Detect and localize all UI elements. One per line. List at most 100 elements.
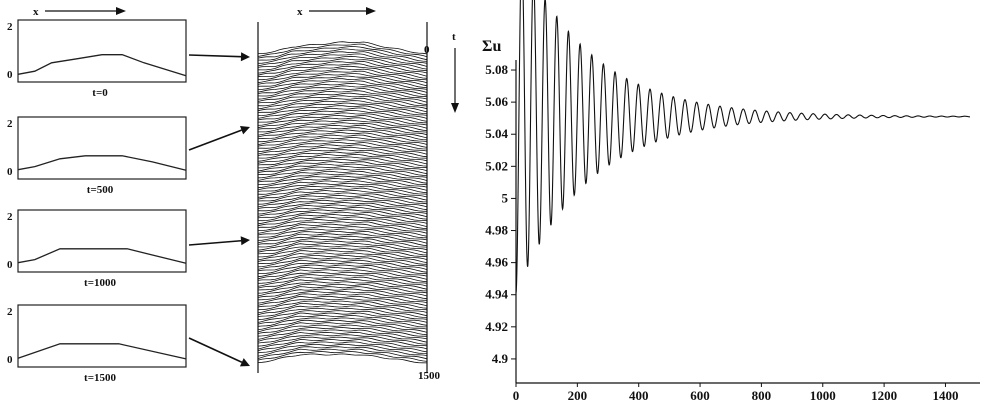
spacetime-trace	[257, 348, 428, 360]
spacetime-trace	[257, 173, 428, 184]
spacetime-trace	[257, 259, 428, 270]
spacetime-trace	[258, 122, 428, 133]
profile-time-label: t=0	[92, 87, 108, 99]
spacetime-trace	[257, 55, 428, 70]
profile-panel-frame	[17, 304, 187, 368]
x-tick-label: 1200	[871, 388, 897, 403]
connector-arrow	[188, 125, 250, 151]
connector-arrow	[188, 52, 250, 62]
profile-time-label: t=500	[87, 184, 114, 196]
mini-x-label: x	[33, 6, 39, 18]
spacetime-trace	[257, 168, 428, 179]
x-tick-label: 1000	[810, 388, 836, 403]
spacetime-trace	[257, 290, 428, 301]
spacetime-trace	[257, 218, 428, 229]
spacetime-trace	[257, 180, 428, 191]
y-tick-label: 5.06	[485, 94, 508, 109]
y-tick-label: 5.04	[485, 126, 508, 141]
connector-line	[188, 337, 243, 363]
spacetime-trace	[257, 315, 428, 326]
spacetime-trace	[257, 43, 428, 58]
spacetime-trace	[257, 317, 428, 328]
spacetime-trace	[257, 63, 428, 77]
spacetime-trace	[257, 161, 428, 172]
spacetime-trace	[257, 90, 428, 103]
spacetime-trace	[257, 250, 428, 261]
spacetime-trace	[257, 242, 428, 254]
profile-ytick-label: 2	[7, 118, 13, 130]
connector-arrow	[188, 236, 250, 246]
spacetime-trace	[258, 264, 428, 275]
spacetime-trace	[258, 112, 428, 124]
spacetime-trace	[257, 163, 428, 175]
spacetime-trace	[257, 178, 428, 189]
spacetime-trace	[257, 97, 428, 110]
spacetime-trace	[257, 255, 428, 265]
spacetime-trace	[257, 300, 428, 311]
spacetime-t-end: 1500	[418, 370, 441, 382]
spacetime-trace	[257, 156, 428, 167]
spacetime-trace	[257, 303, 428, 314]
spacetime-trace	[258, 78, 428, 90]
profile-panel: 2 0 t=500	[7, 116, 187, 196]
spacetime-trace	[257, 240, 428, 251]
spacetime-trace	[257, 336, 428, 347]
spacetime-trace	[258, 132, 428, 143]
spacetime-trace	[257, 185, 428, 195]
mini-x-axis-indicator: x	[33, 6, 126, 18]
spacetime-trace	[257, 322, 428, 333]
spacetime-trace	[257, 58, 428, 71]
spacetime-trace	[257, 114, 428, 126]
spacetime-trace	[257, 95, 428, 107]
spacetime-trace	[257, 343, 428, 354]
spacetime-trace	[257, 102, 428, 115]
spacetime-trace	[257, 197, 428, 208]
spacetime-trace	[257, 73, 428, 87]
x-tick-labels: 0 200 400 600 800 1000 1200 1400	[513, 383, 958, 403]
spacetime-trace	[257, 187, 428, 198]
profile-panel: 2 0 t=0	[7, 19, 187, 99]
spacetime-trace	[257, 51, 428, 64]
spacetime-trace	[257, 257, 428, 268]
spacetime-trace	[257, 233, 428, 244]
y-tick-label: 4.96	[485, 255, 508, 270]
spacetime-trace	[257, 329, 428, 340]
spacetime-trace	[257, 129, 428, 141]
spacetime-trace	[257, 80, 428, 93]
spacetime-trace	[257, 339, 428, 350]
spacetime-trace	[257, 144, 428, 155]
x-tick-label: 0	[513, 388, 520, 403]
spacetime-trace	[257, 134, 428, 145]
spacetime-trace	[257, 252, 428, 263]
profile-curve	[17, 343, 187, 360]
y-tick-label: 5.08	[485, 62, 508, 77]
spacetime-trace	[257, 281, 428, 292]
profile-ytick-label: 0	[7, 354, 13, 366]
profile-ytick-label: 0	[7, 259, 13, 271]
spacetime-panel: x 0 1500 t	[257, 6, 459, 382]
connector-arrowhead	[239, 125, 250, 135]
spacetime-trace	[258, 228, 428, 239]
y-tick-label: 4.98	[485, 223, 508, 238]
profile-panel-frame	[17, 19, 187, 83]
spacetime-trace	[257, 170, 428, 181]
t-arrowhead	[451, 103, 459, 113]
connector-arrowhead	[239, 358, 250, 367]
connector-arrowhead	[240, 236, 250, 246]
sum-chart: Σu 4.94.924.944.964.9855.025.045.065.08 …	[482, 0, 980, 403]
spacetime-trace	[257, 346, 428, 357]
spacetime-trace	[257, 312, 428, 323]
spacetime-trace	[257, 48, 428, 62]
sum-u-series-line	[515, 0, 971, 294]
spacetime-trace	[257, 75, 428, 88]
spacetime-trace	[257, 85, 428, 98]
profile-ytick-label: 0	[7, 166, 13, 178]
spacetime-trace	[257, 295, 428, 307]
spacetime-trace	[257, 269, 428, 280]
spacetime-trace	[257, 107, 428, 119]
spacetime-trace	[257, 109, 428, 122]
y-axis-label: Σu	[482, 38, 501, 55]
spacetime-trace	[257, 60, 428, 74]
y-tick-label: 5	[502, 190, 509, 205]
spacetime-trace	[257, 127, 428, 139]
